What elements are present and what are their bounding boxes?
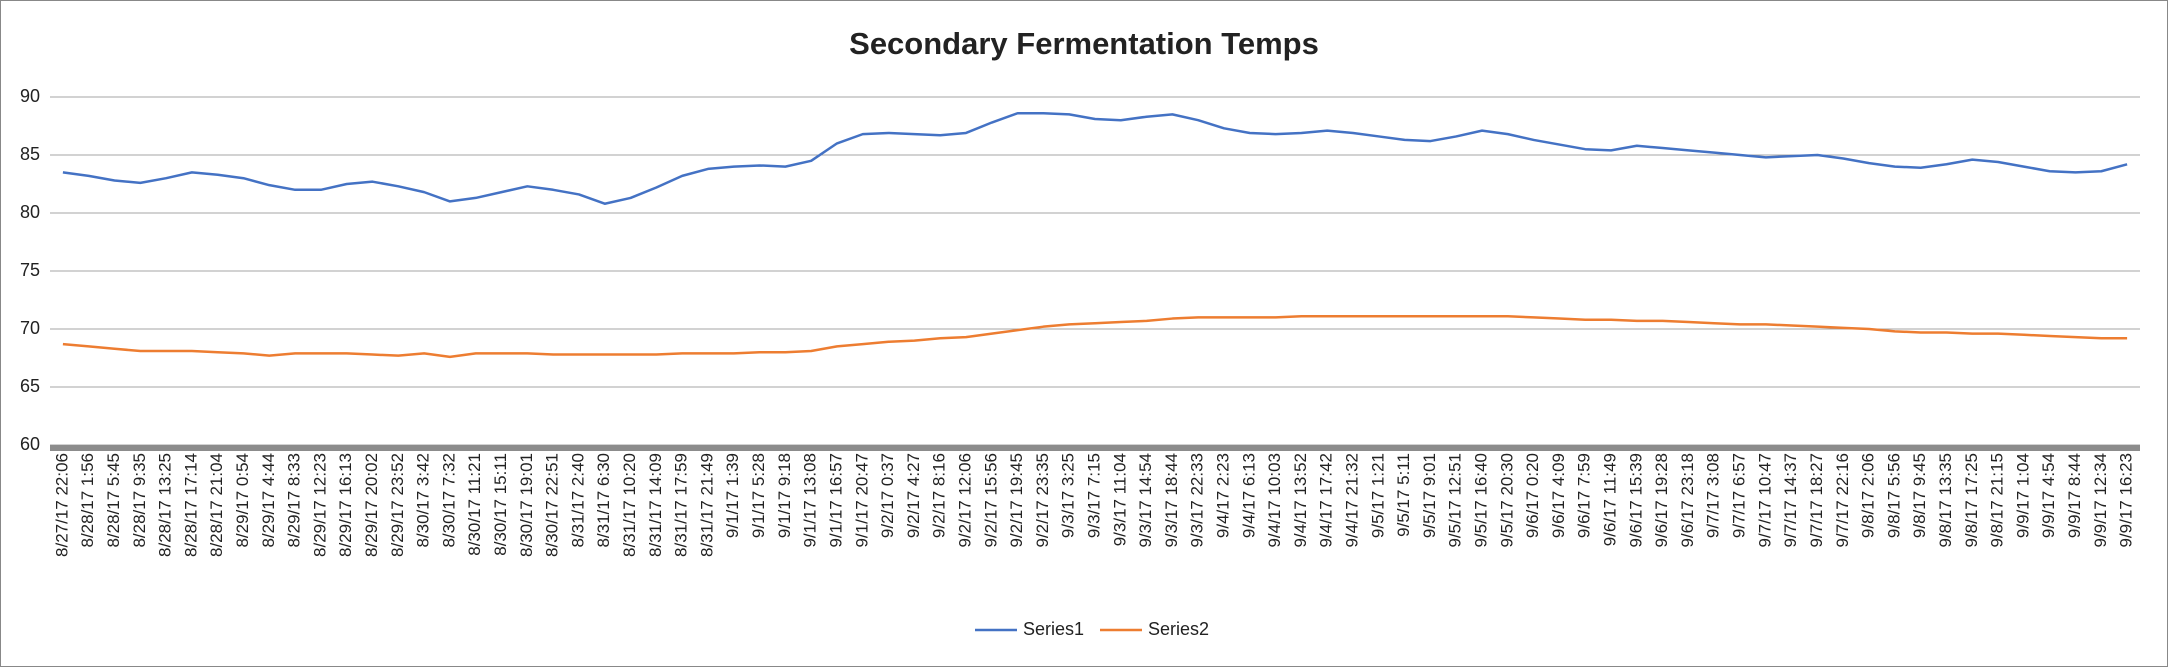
x-tick-label: 9/4/17 6:13 bbox=[1239, 453, 1258, 538]
x-tick-label: 9/9/17 12:34 bbox=[2091, 453, 2110, 548]
x-tick-label: 8/28/17 21:04 bbox=[207, 453, 226, 557]
series-line bbox=[62, 111, 2128, 205]
x-axis bbox=[50, 445, 2140, 451]
x-tick-label: 8/31/17 14:09 bbox=[646, 453, 665, 557]
x-tick-label: 8/28/17 13:25 bbox=[156, 453, 175, 557]
x-tick-label: 9/1/17 9:18 bbox=[775, 453, 794, 538]
x-tick-label: 9/5/17 20:30 bbox=[1497, 453, 1516, 548]
legend-label: Series1 bbox=[1023, 619, 1084, 639]
x-tick-label: 8/29/17 23:52 bbox=[388, 453, 407, 557]
y-tick-label: 60 bbox=[20, 434, 40, 454]
x-tick-label: 9/8/17 5:56 bbox=[1884, 453, 1903, 538]
x-tick-label: 8/28/17 5:45 bbox=[104, 453, 123, 548]
x-tick-label: 9/2/17 23:35 bbox=[1033, 453, 1052, 548]
x-tick-label: 8/30/17 15:11 bbox=[491, 453, 510, 556]
x-tick-label: 8/30/17 11:21 bbox=[465, 453, 484, 556]
y-tick-label: 75 bbox=[20, 260, 40, 280]
x-tick-label: 9/9/17 16:23 bbox=[2117, 453, 2136, 548]
x-tick-label: 8/28/17 1:56 bbox=[78, 453, 97, 548]
x-tick-label: 9/9/17 1:04 bbox=[2013, 453, 2032, 538]
y-tick-label: 80 bbox=[20, 202, 40, 222]
x-tick-label: 9/5/17 1:21 bbox=[1368, 453, 1387, 538]
x-tick-label: 8/29/17 4:44 bbox=[259, 453, 278, 548]
x-tick-label: 9/6/17 19:28 bbox=[1652, 453, 1671, 548]
x-tick-label: 9/6/17 7:59 bbox=[1575, 453, 1594, 538]
x-tick-label: 9/4/17 2:23 bbox=[1213, 453, 1232, 538]
x-tick-label: 9/9/17 8:44 bbox=[2065, 453, 2084, 538]
x-tick-label: 8/29/17 0:54 bbox=[233, 453, 252, 548]
x-tick-label: 8/29/17 12:23 bbox=[310, 453, 329, 557]
y-tick-label: 90 bbox=[20, 86, 40, 106]
x-tick-label: 9/3/17 18:44 bbox=[1162, 453, 1181, 548]
x-tick-label: 9/7/17 22:16 bbox=[1833, 453, 1852, 548]
x-tick-label: 9/8/17 13:35 bbox=[1936, 453, 1955, 548]
x-tick-label: 8/28/17 17:14 bbox=[181, 453, 200, 557]
x-tick-label: 9/4/17 10:03 bbox=[1265, 453, 1284, 548]
x-tick-label: 9/2/17 4:27 bbox=[904, 453, 923, 538]
x-tick-label: 9/1/17 13:08 bbox=[801, 453, 820, 548]
x-tick-label: 8/31/17 21:49 bbox=[697, 453, 716, 557]
x-tick-label: 8/31/17 10:20 bbox=[620, 453, 639, 557]
x-tick-label: 9/1/17 20:47 bbox=[852, 453, 871, 548]
x-tick-label: 9/3/17 3:25 bbox=[1059, 453, 1078, 538]
x-tick-label: 9/4/17 21:32 bbox=[1343, 453, 1362, 548]
x-tick-label: 9/7/17 18:27 bbox=[1807, 453, 1826, 548]
x-tick-label: 9/2/17 12:06 bbox=[955, 453, 974, 548]
x-tick-label: 9/6/17 11:49 bbox=[1601, 453, 1620, 546]
legend-label: Series2 bbox=[1148, 619, 1209, 639]
x-tick-label: 9/3/17 11:04 bbox=[1110, 453, 1129, 546]
x-tick-label: 9/6/17 15:39 bbox=[1626, 453, 1645, 548]
x-tick-label: 8/30/17 22:51 bbox=[543, 453, 562, 557]
x-tick-label: 8/29/17 16:13 bbox=[336, 453, 355, 557]
x-tick-label: 9/6/17 4:09 bbox=[1549, 453, 1568, 538]
x-tick-label: 8/30/17 7:32 bbox=[439, 453, 458, 548]
x-tick-label: 9/6/17 0:20 bbox=[1523, 453, 1542, 538]
x-tick-label: 9/7/17 3:08 bbox=[1704, 453, 1723, 538]
x-tick-label: 9/1/17 5:28 bbox=[749, 453, 768, 538]
x-tick-label: 8/28/17 9:35 bbox=[130, 453, 149, 548]
y-tick-label: 65 bbox=[20, 376, 40, 396]
x-tick-label: 9/3/17 22:33 bbox=[1188, 453, 1207, 548]
x-tick-label: 9/2/17 8:16 bbox=[930, 453, 949, 538]
x-tick-label: 8/31/17 6:30 bbox=[594, 453, 613, 548]
x-tick-label: 9/8/17 2:06 bbox=[1859, 453, 1878, 538]
x-tick-label: 8/31/17 17:59 bbox=[672, 453, 691, 557]
y-tick-label: 85 bbox=[20, 144, 40, 164]
series-line bbox=[62, 314, 2128, 359]
x-tick-label: 9/3/17 7:15 bbox=[1084, 453, 1103, 538]
x-tick-label: 9/3/17 14:54 bbox=[1136, 453, 1155, 548]
x-tick-label: 9/1/17 1:39 bbox=[723, 453, 742, 538]
x-tick-label: 9/5/17 16:40 bbox=[1472, 453, 1491, 548]
chart-title: Secondary Fermentation Temps bbox=[849, 26, 1319, 61]
x-tick-label: 8/30/17 3:42 bbox=[414, 453, 433, 548]
x-tick-label: 9/2/17 0:37 bbox=[878, 453, 897, 538]
x-tick-label: 9/7/17 10:47 bbox=[1755, 453, 1774, 548]
x-tick-label: 8/31/17 2:40 bbox=[568, 453, 587, 548]
x-tick-label: 8/30/17 19:01 bbox=[517, 453, 536, 557]
x-tick-label: 8/29/17 20:02 bbox=[362, 453, 381, 557]
x-tick-label: 9/5/17 9:01 bbox=[1420, 453, 1439, 538]
x-tick-label: 9/8/17 17:25 bbox=[1962, 453, 1981, 548]
x-tick-label: 9/4/17 13:52 bbox=[1291, 453, 1310, 548]
x-tick-label: 9/5/17 12:51 bbox=[1446, 453, 1465, 548]
x-tick-label: 8/29/17 8:33 bbox=[285, 453, 304, 548]
x-tick-label: 9/2/17 19:45 bbox=[1007, 453, 1026, 548]
x-tick-label: 8/27/17 22:06 bbox=[52, 453, 71, 557]
x-tick-label: 9/9/17 4:54 bbox=[2039, 453, 2058, 538]
x-tick-label: 9/2/17 15:56 bbox=[981, 453, 1000, 548]
y-tick-label: 70 bbox=[20, 318, 40, 338]
x-tick-label: 9/8/17 21:15 bbox=[1988, 453, 2007, 548]
x-tick-label: 9/7/17 6:57 bbox=[1730, 453, 1749, 538]
x-tick-label: 9/5/17 5:11 bbox=[1394, 453, 1413, 537]
x-tick-label: 9/8/17 9:45 bbox=[1910, 453, 1929, 538]
x-tick-label: 9/4/17 17:42 bbox=[1317, 453, 1336, 548]
x-tick-label: 9/6/17 23:18 bbox=[1678, 453, 1697, 548]
x-tick-label: 9/1/17 16:57 bbox=[826, 453, 845, 548]
x-tick-label: 9/7/17 14:37 bbox=[1781, 453, 1800, 548]
